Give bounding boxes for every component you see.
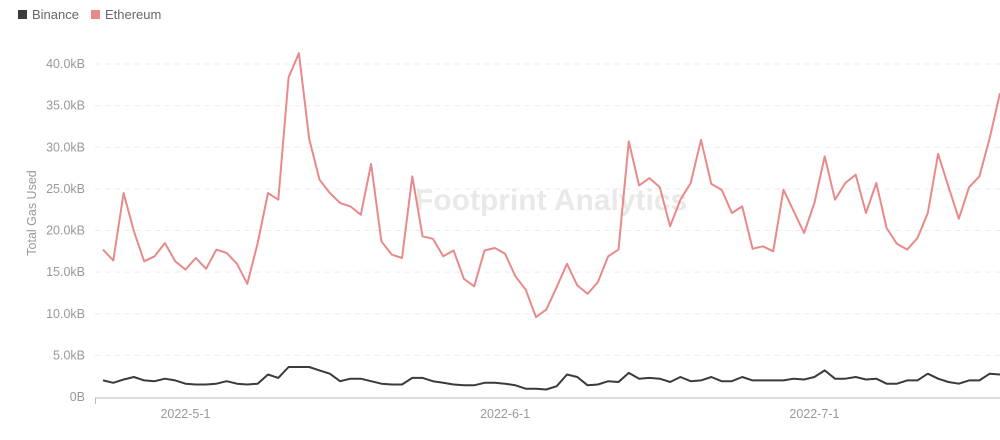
- legend-item-binance[interactable]: Binance: [18, 7, 79, 22]
- x-tick-label: 2022-7-1: [789, 407, 839, 421]
- y-tick-label: 25.0kB: [46, 182, 85, 196]
- legend-label-ethereum: Ethereum: [104, 7, 162, 22]
- legend-item-ethereum[interactable]: Ethereum: [90, 7, 162, 22]
- legend: Binance Ethereum: [18, 7, 161, 22]
- x-tick-label: 2022-6-1: [480, 407, 530, 421]
- y-axis-label: Total Gas Used: [25, 170, 39, 256]
- y-tick-label: 0B: [70, 390, 85, 404]
- y-tick-label: 15.0kB: [46, 265, 85, 279]
- y-tick-label: 30.0kB: [46, 140, 85, 154]
- y-tick-label: 40.0kB: [46, 57, 85, 71]
- series-line-ethereum: [102, 52, 1000, 319]
- y-tick-label: 20.0kB: [46, 224, 85, 238]
- y-tick-label: 35.0kB: [46, 99, 85, 113]
- x-tick-label: 2022-5-1: [160, 407, 210, 421]
- binance-swatch: [18, 10, 27, 19]
- ethereum-swatch: [90, 10, 100, 19]
- legend-label-binance: Binance: [32, 7, 79, 22]
- y-tick-label: 5.0kB: [53, 348, 85, 362]
- y-tick-label: 10.0kB: [46, 307, 85, 321]
- series-line-binance: [102, 366, 1000, 391]
- watermark: Footprint Analytics: [415, 184, 687, 217]
